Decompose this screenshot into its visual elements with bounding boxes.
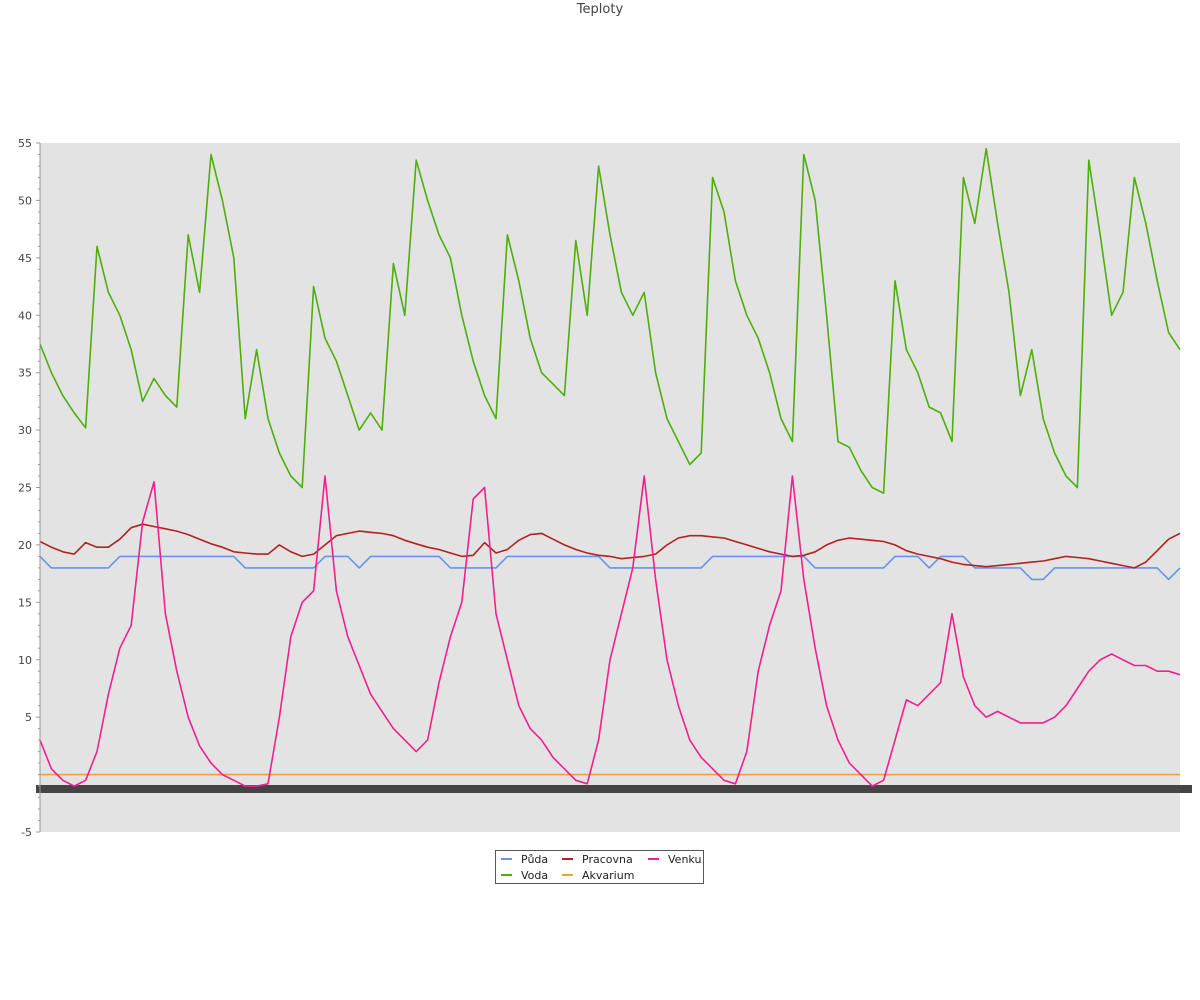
legend-label-akvarium: Akvarium bbox=[582, 869, 635, 882]
y-tick-label: -5 bbox=[21, 826, 32, 839]
series-layer bbox=[39, 147, 1181, 787]
legend-label-puda: Půda bbox=[521, 853, 549, 866]
x-axis-band bbox=[36, 785, 1192, 793]
y-axis: -5 5 10 15 20 25 30 35 40 45 50 55 bbox=[18, 137, 41, 839]
legend-item-venku: Venku bbox=[648, 853, 701, 867]
x-axis-tick-band bbox=[36, 785, 1192, 793]
chart-title: Teploty bbox=[576, 2, 624, 17]
legend-swatch-akvarium bbox=[562, 874, 573, 876]
legend-label-pracovna: Pracovna bbox=[582, 853, 633, 866]
legend-item-voda: Voda bbox=[501, 869, 548, 883]
series-line-voda bbox=[39, 147, 1181, 495]
legend-swatch-puda bbox=[501, 858, 512, 860]
legend-item-akvarium: Akvarium bbox=[562, 869, 634, 883]
legend: Půda Voda Pracovna Akvarium Venku bbox=[495, 850, 704, 884]
y-tick-label: 10 bbox=[18, 654, 32, 667]
y-tick-label: 15 bbox=[18, 596, 32, 609]
y-tick-label: 40 bbox=[18, 309, 32, 322]
series-line-pracovna bbox=[39, 523, 1181, 569]
y-tick-label: 35 bbox=[18, 367, 32, 380]
legend-swatch-venku bbox=[648, 858, 659, 860]
y-tick-label: 30 bbox=[18, 424, 32, 437]
y-tick-label: 25 bbox=[18, 482, 32, 495]
legend-swatch-pracovna bbox=[562, 858, 573, 860]
y-tick-label: 5 bbox=[25, 711, 32, 724]
legend-label-voda: Voda bbox=[521, 869, 549, 882]
y-tick-label: 50 bbox=[18, 194, 32, 207]
series-line-venku bbox=[39, 475, 1181, 787]
series-line-pda bbox=[39, 555, 1181, 581]
plot-area bbox=[40, 143, 1180, 832]
y-tick-label: 45 bbox=[18, 252, 32, 265]
y-tick-label: 55 bbox=[18, 137, 32, 150]
legend-label-venku: Venku bbox=[668, 853, 702, 866]
legend-item-puda: Půda bbox=[501, 853, 548, 867]
legend-item-pracovna: Pracovna bbox=[562, 853, 633, 867]
legend-swatch-voda bbox=[501, 874, 512, 876]
y-tick-label: 20 bbox=[18, 539, 32, 552]
